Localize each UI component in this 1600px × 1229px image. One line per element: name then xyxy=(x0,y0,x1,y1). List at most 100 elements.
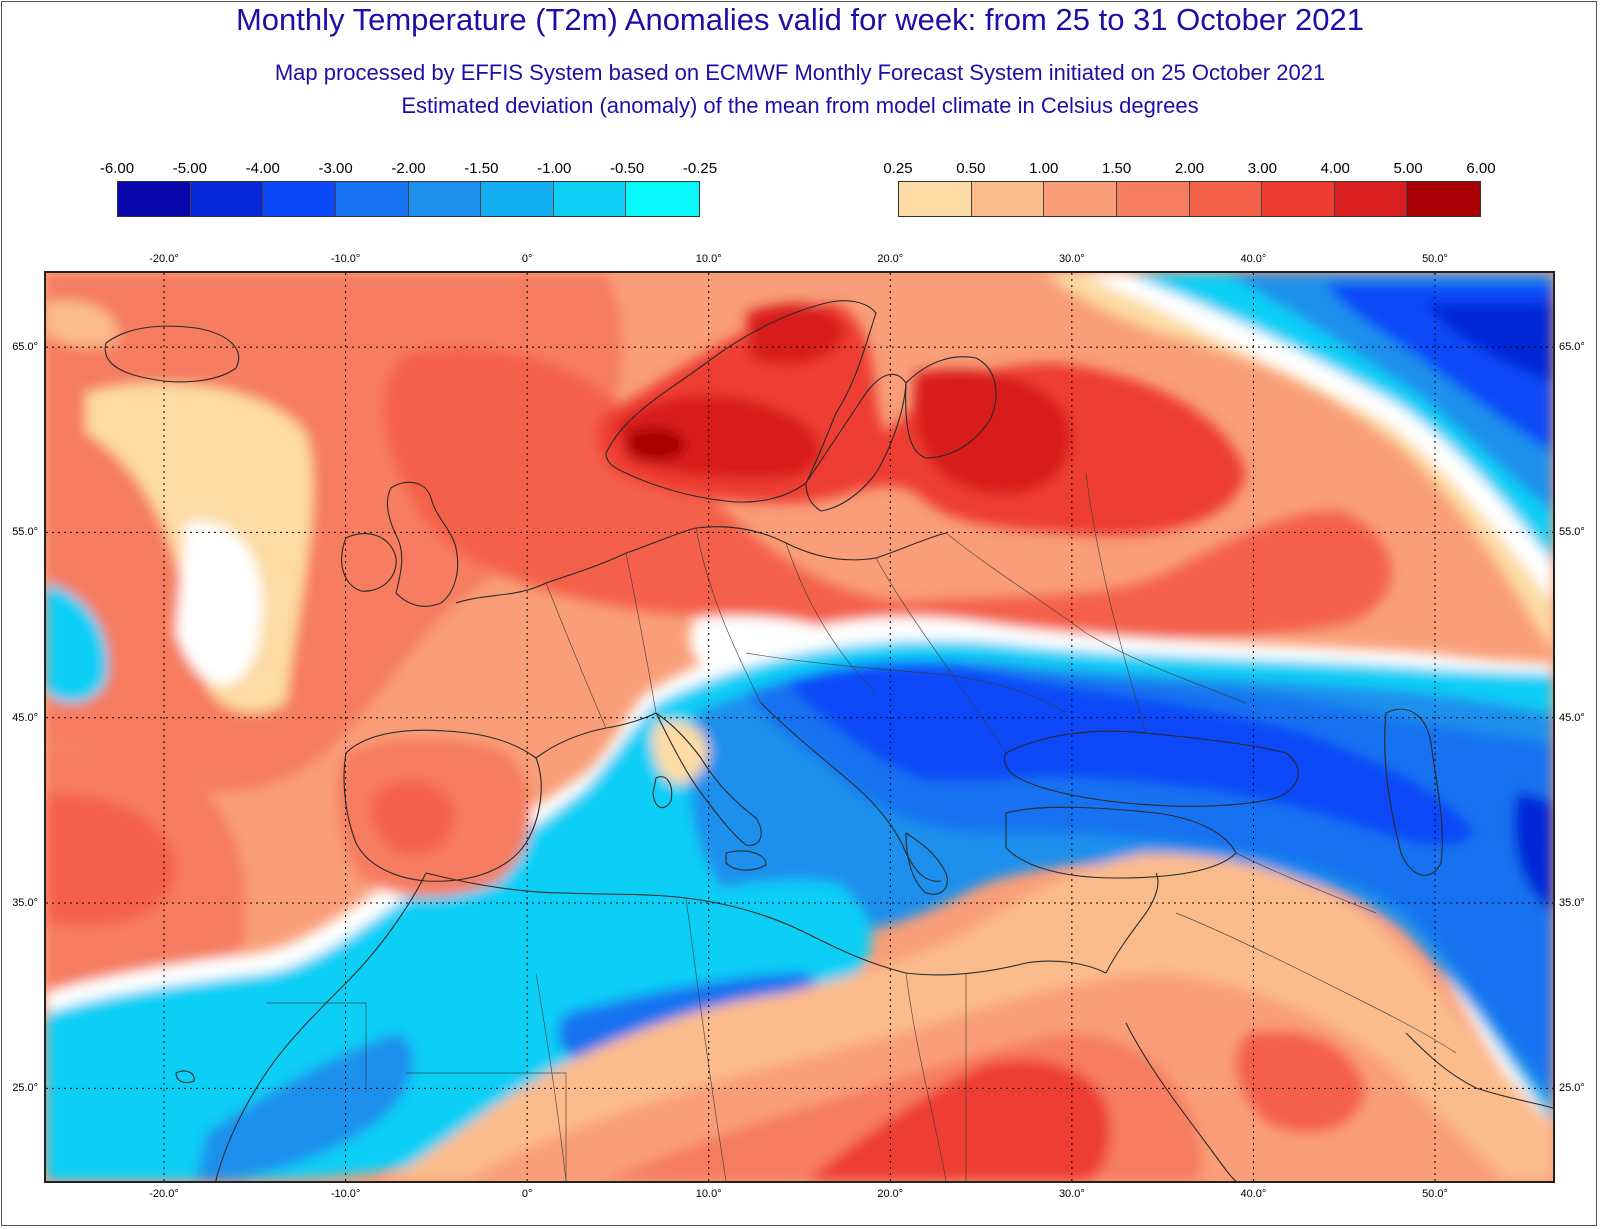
coast-iberia xyxy=(343,729,542,882)
anomaly-zone xyxy=(806,1059,1110,1181)
anomaly-zone xyxy=(1426,303,1553,383)
coast-greece xyxy=(905,832,948,895)
legend-label: -1.00 xyxy=(537,160,572,177)
legend-swatch xyxy=(1044,182,1117,216)
coast-turkey xyxy=(1005,806,1237,879)
legend-label: 6.00 xyxy=(1466,160,1496,177)
legend-label: 1.00 xyxy=(1029,160,1059,177)
border-line xyxy=(1085,472,1147,734)
coast-ireland xyxy=(341,533,397,592)
legend-label: 0.50 xyxy=(956,160,986,177)
latitude-label-right: 55.0° xyxy=(1559,526,1585,539)
latitude-label-left: 35.0° xyxy=(12,897,38,910)
legend-swatch xyxy=(899,182,972,216)
longitude-label-bottom: 50.0° xyxy=(1422,1188,1448,1200)
longitude-label-bottom: 40.0° xyxy=(1240,1188,1267,1200)
longitude-label-bottom: 20.0° xyxy=(877,1188,904,1200)
latitude-label-right: 25.0° xyxy=(1559,1082,1585,1095)
latitude-label-left: 25.0° xyxy=(12,1082,38,1095)
longitude-label-top: 30.0° xyxy=(1058,253,1085,265)
legend-swatch xyxy=(190,182,264,216)
latitude-label-right: 65.0° xyxy=(1559,341,1585,354)
border-line xyxy=(785,542,877,694)
anomaly-zone xyxy=(913,369,1072,495)
coast-caspian xyxy=(1384,708,1443,876)
longitude-label-top: 0° xyxy=(521,253,533,265)
map-subtitle-source: Map processed by EFFIS System based on E… xyxy=(274,60,1326,85)
coast-finland xyxy=(905,356,997,459)
legend-label: -1.50 xyxy=(464,160,499,177)
coast-balkans xyxy=(760,702,942,882)
coast-levant xyxy=(1105,872,1159,974)
legend-swatch xyxy=(1189,182,1263,216)
coast-britain xyxy=(386,481,459,607)
legend-label: 4.00 xyxy=(1320,160,1350,177)
longitude-label-bottom: -20.0° xyxy=(149,1188,179,1200)
longitude-label-bottom: 30.0° xyxy=(1058,1188,1085,1200)
legend-swatch xyxy=(335,182,409,216)
coast-sardinia xyxy=(652,776,673,809)
legend-swatch xyxy=(1262,182,1335,216)
anomaly-zone xyxy=(786,662,1476,846)
legend-swatch xyxy=(263,182,336,216)
coast-west-africa xyxy=(215,872,427,1181)
latitude-label-right: 35.0° xyxy=(1559,897,1585,910)
border-line xyxy=(745,652,1067,714)
coast-black-sea xyxy=(1003,730,1299,807)
legend-label: 1.50 xyxy=(1102,160,1132,177)
coast-sicily xyxy=(725,850,767,871)
legend-swatch xyxy=(408,182,482,216)
anomaly-zone xyxy=(1235,1030,1366,1133)
legend-label: 5.00 xyxy=(1393,160,1423,177)
border-line xyxy=(945,532,1247,704)
border-line xyxy=(1175,912,1457,1054)
longitude-label-top: 40.0° xyxy=(1240,253,1267,265)
coast-italy xyxy=(655,712,762,846)
legend-label: -0.25 xyxy=(682,160,718,177)
anomaly-zone xyxy=(176,521,263,686)
latitude-label-left: 55.0° xyxy=(12,526,38,539)
legend-positive: 0.25 0.50 1.00 1.50 2.00 3.00 4.00 5.00 6.00 xyxy=(883,160,1496,217)
legend-label: -4.00 xyxy=(245,160,280,177)
legend-swatch xyxy=(118,182,191,216)
legend-label: -3.00 xyxy=(318,160,353,177)
coast-sweden xyxy=(805,373,907,512)
graticule xyxy=(46,273,1553,1181)
legend-swatch xyxy=(971,182,1045,216)
legend-negative: -6.00 -5.00 -4.00 -3.00 -2.00 -1.50 -1.00 -0.50… xyxy=(100,160,717,217)
coast-iceland xyxy=(104,325,239,383)
longitude-label-bottom: 0° xyxy=(521,1188,533,1200)
anomaly-zone xyxy=(746,303,846,365)
legend-label: -2.00 xyxy=(391,160,426,177)
border-line xyxy=(266,1002,367,1093)
anomaly-zone xyxy=(1513,793,1553,913)
map-title: Monthly Temperature (T2m) Anomalies vali… xyxy=(235,2,1364,37)
anomaly-contours xyxy=(46,273,1553,1181)
longitude-label-top: -10.0° xyxy=(330,253,361,265)
longitude-label-top: 10.0° xyxy=(695,253,722,265)
anomaly-zone xyxy=(46,793,176,926)
legend-label: -0.50 xyxy=(610,160,645,177)
longitude-label-bottom: 10.0° xyxy=(695,1188,722,1200)
border-line xyxy=(685,897,727,1181)
longitude-label-top: -20.0° xyxy=(149,253,179,265)
legend-label: 3.00 xyxy=(1247,160,1277,177)
legend-label: 0.25 xyxy=(883,160,913,177)
border-line xyxy=(545,582,607,729)
anomaly-zone xyxy=(626,428,686,461)
latitude-label-right: 45.0° xyxy=(1559,711,1585,724)
latitude-label-left: 45.0° xyxy=(12,711,38,724)
coast-red-sea xyxy=(1125,1022,1237,1181)
latitude-label-left: 65.0° xyxy=(12,341,38,354)
border-line xyxy=(905,972,947,1181)
map-subtitle-units: Estimated deviation (anomaly) of the mea… xyxy=(401,93,1199,118)
border-line xyxy=(406,1072,567,1181)
anomaly-zone xyxy=(46,300,118,348)
border-line xyxy=(625,552,657,714)
border-line xyxy=(695,527,762,704)
border-line xyxy=(535,972,567,1181)
border-line xyxy=(875,557,1007,754)
anomaly-zone xyxy=(46,583,108,703)
longitude-label-top: 20.0° xyxy=(877,253,904,265)
